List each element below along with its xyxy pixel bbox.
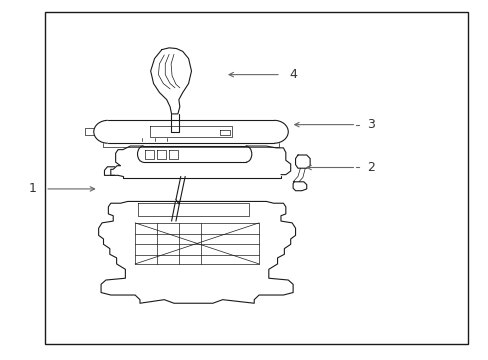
Text: 4: 4 xyxy=(288,68,296,81)
Text: 3: 3 xyxy=(366,118,374,131)
Text: 1: 1 xyxy=(29,183,37,195)
Text: 2: 2 xyxy=(366,161,374,174)
Bar xyxy=(45,12,467,344)
